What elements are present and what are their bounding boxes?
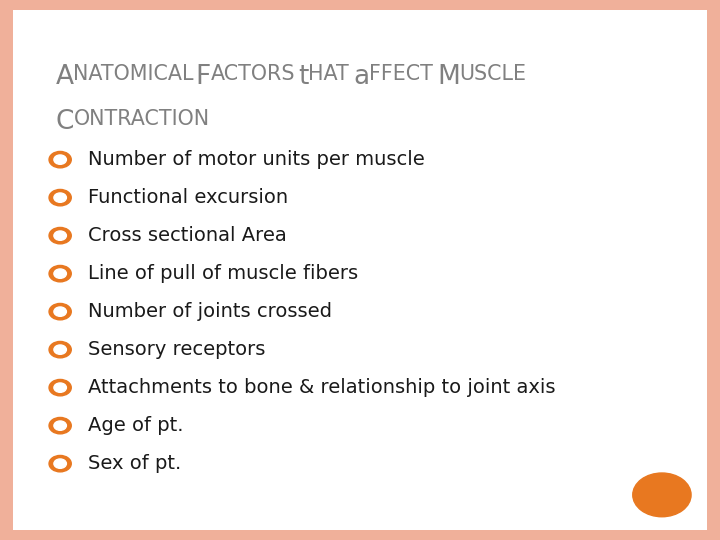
Text: Line of pull of muscle fibers: Line of pull of muscle fibers xyxy=(88,264,358,283)
Text: Number of motor units per muscle: Number of motor units per muscle xyxy=(88,150,425,169)
Ellipse shape xyxy=(49,341,71,358)
Text: Number of joints crossed: Number of joints crossed xyxy=(88,302,332,321)
Text: t: t xyxy=(298,64,309,90)
Text: A: A xyxy=(56,64,74,90)
Text: HAT: HAT xyxy=(308,64,349,84)
Ellipse shape xyxy=(633,473,691,517)
Text: ACTORS: ACTORS xyxy=(210,64,295,84)
Text: Sex of pt.: Sex of pt. xyxy=(88,454,181,473)
Ellipse shape xyxy=(54,345,66,354)
Ellipse shape xyxy=(54,231,66,240)
Ellipse shape xyxy=(49,266,71,282)
Text: ONTRACTION: ONTRACTION xyxy=(73,109,210,129)
Text: C: C xyxy=(56,109,74,134)
Ellipse shape xyxy=(49,380,71,396)
Text: Age of pt.: Age of pt. xyxy=(88,416,184,435)
Ellipse shape xyxy=(49,227,71,244)
Ellipse shape xyxy=(54,269,66,278)
Ellipse shape xyxy=(49,417,71,434)
Text: a: a xyxy=(354,64,370,90)
Text: Functional excursion: Functional excursion xyxy=(88,188,288,207)
Text: Sensory receptors: Sensory receptors xyxy=(88,340,265,359)
Text: NATOMICAL: NATOMICAL xyxy=(73,64,194,84)
Ellipse shape xyxy=(49,190,71,206)
Text: Cross sectional Area: Cross sectional Area xyxy=(88,226,287,245)
Text: FFECT: FFECT xyxy=(369,64,433,84)
Ellipse shape xyxy=(49,455,71,472)
Text: USCLE: USCLE xyxy=(459,64,526,84)
Ellipse shape xyxy=(54,421,66,430)
Ellipse shape xyxy=(49,151,71,168)
Text: M: M xyxy=(437,64,460,90)
Ellipse shape xyxy=(54,383,66,393)
Text: Attachments to bone & relationship to joint axis: Attachments to bone & relationship to jo… xyxy=(88,378,555,397)
Ellipse shape xyxy=(54,193,66,202)
Ellipse shape xyxy=(54,307,66,316)
FancyBboxPatch shape xyxy=(13,10,707,530)
Text: F: F xyxy=(196,64,211,90)
Ellipse shape xyxy=(49,303,71,320)
Ellipse shape xyxy=(54,459,66,468)
Ellipse shape xyxy=(54,155,66,164)
